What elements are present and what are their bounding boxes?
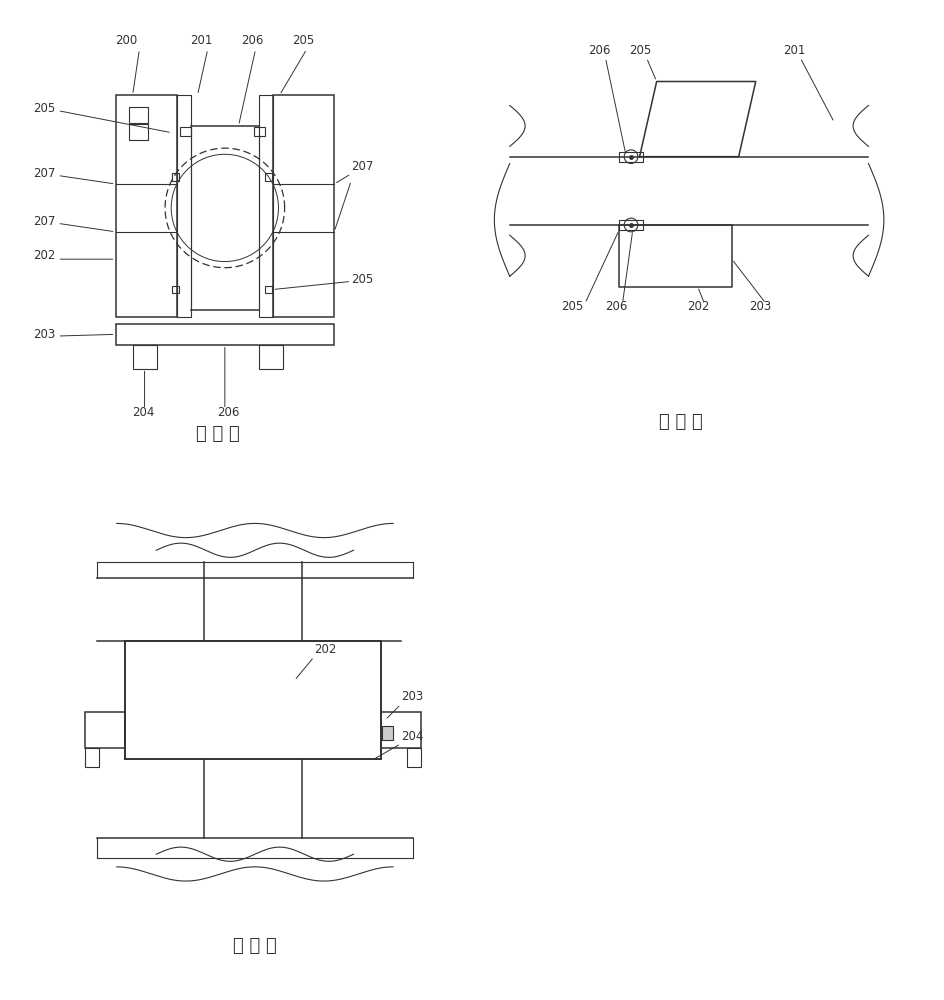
Text: 201: 201 [190,34,212,47]
Bar [619,220,643,230]
Text: 202: 202 [314,643,336,656]
Text: 205: 205 [351,273,374,286]
Bar [254,127,265,136]
Bar [619,152,643,162]
Bar [115,324,334,345]
Text: 205: 205 [293,34,314,47]
Bar [115,95,177,317]
Bar [85,712,125,748]
Bar [129,107,148,122]
Text: 206: 206 [241,34,263,47]
Text: （ 一 ）: （ 一 ） [196,425,240,443]
Text: 201: 201 [784,44,805,57]
Text: 203: 203 [401,690,423,703]
Text: （ 三 ）: （ 三 ） [659,413,702,431]
Text: 205: 205 [630,44,651,57]
Text: 206: 206 [588,44,611,57]
Bar [407,748,421,767]
Bar [265,286,272,293]
Bar [180,127,192,136]
Text: 204: 204 [401,730,423,743]
Bar [382,726,394,740]
Bar [259,345,283,368]
Text: 202: 202 [687,300,710,313]
Text: （ 二 ）: （ 二 ） [233,937,277,955]
Bar [177,95,191,317]
Text: 205: 205 [34,102,56,115]
Bar [132,345,157,368]
Bar [381,712,421,748]
Text: 207: 207 [34,167,56,180]
Text: 206: 206 [217,406,240,419]
Text: 203: 203 [34,328,56,341]
Text: 203: 203 [749,300,771,313]
Text: 204: 204 [131,406,154,419]
Text: 205: 205 [561,300,583,313]
Bar [129,124,148,140]
Bar [265,173,272,181]
Text: 200: 200 [114,34,137,47]
Text: 202: 202 [34,249,56,262]
Text: 207: 207 [34,215,56,228]
Bar [172,173,179,181]
Bar [172,286,179,293]
Text: 207: 207 [351,160,374,173]
Bar [273,95,334,317]
Bar [125,641,381,759]
Text: 206: 206 [605,300,628,313]
Bar [259,95,273,317]
Bar [85,748,99,767]
